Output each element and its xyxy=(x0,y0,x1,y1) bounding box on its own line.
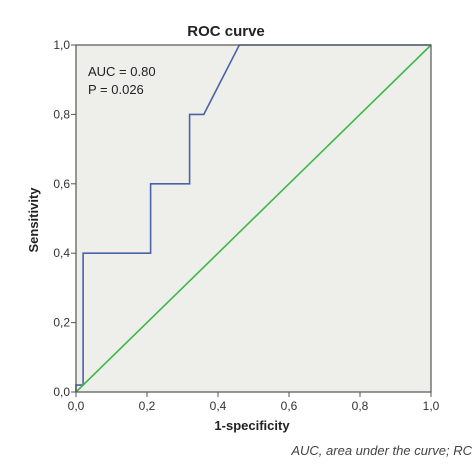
y-tick-label: 0,0 xyxy=(53,385,70,399)
y-tick-label: 0,2 xyxy=(53,316,70,330)
auc-annotation: AUC = 0.80 xyxy=(88,64,156,79)
figure-caption: AUC, area under the curve; RC xyxy=(290,443,472,458)
y-axis-title: Sensitivity xyxy=(26,187,41,253)
chart-title: ROC curve xyxy=(187,23,265,40)
plot-frame xyxy=(75,44,432,393)
x-axis-title: 1-specificity xyxy=(214,418,290,433)
x-tick-label: 0,8 xyxy=(352,399,369,413)
p-value-annotation: P = 0.026 xyxy=(88,82,144,97)
x-tick-label: 0,4 xyxy=(210,399,227,413)
x-tick-label: 1,0 xyxy=(423,399,440,413)
y-tick-label: 0,8 xyxy=(53,107,70,121)
x-tick-label: 0,2 xyxy=(139,399,156,413)
x-axis: 0,0 0,2 0,4 0,6 0,8 1,0 xyxy=(68,392,440,413)
y-tick-label: 0,6 xyxy=(53,177,70,191)
x-tick-label: 0,0 xyxy=(68,399,85,413)
x-tick-label: 0,6 xyxy=(281,399,298,413)
reference-diagonal-line xyxy=(75,44,432,393)
y-axis: 0,0 0,2 0,4 0,6 0,8 1,0 xyxy=(53,38,76,399)
y-tick-label: 1,0 xyxy=(53,38,70,52)
series-layer xyxy=(75,44,432,393)
y-tick-label: 0,4 xyxy=(53,246,70,260)
